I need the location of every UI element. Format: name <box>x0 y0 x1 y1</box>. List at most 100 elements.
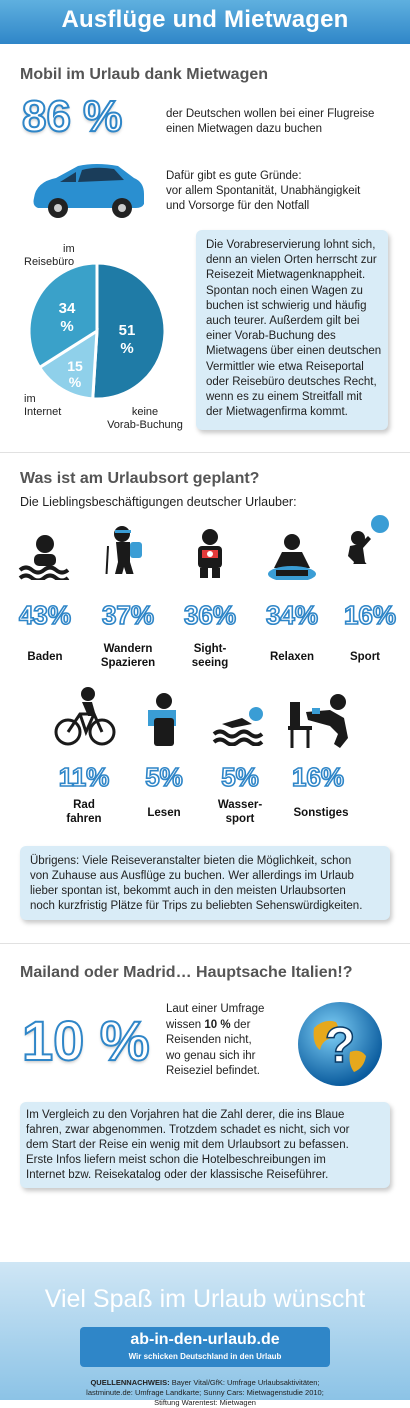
pct-radfahren: 11% <box>58 761 110 793</box>
label-sport-line: Sport <box>349 651 381 663</box>
sport-icon <box>348 515 389 564</box>
label-wassersport-line1: Wasser- <box>217 799 263 811</box>
brand-tagline: Wir schicken Deutschland in den Urlaub <box>128 1352 282 1361</box>
label-radfahren-line1: Rad <box>73 799 95 811</box>
pie-label-reisebuero-line1: im <box>63 243 75 255</box>
source-line2: lastminute.de: Umfrage Landkarte; Sunny … <box>86 1388 324 1397</box>
pie-value-51-unit: % <box>120 340 134 357</box>
label-wassersport: Wasser- sport <box>200 798 280 826</box>
stat-10-text: Laut einer Umfrage wissen 10 % der Reise… <box>166 1002 264 1080</box>
pie-label-keine-line2: Vorab-Buchung <box>107 419 183 431</box>
stat-10-percent: 10 % <box>21 1008 151 1073</box>
section-subtitle-activities: Die Lieblingsbeschäftigungen deutscher U… <box>20 495 297 509</box>
info1-line: oder Reisebüro deutsches Recht, <box>206 375 377 388</box>
reasons-line2: vor allem Spontanität, Unabhängigkeit <box>166 185 361 197</box>
divider <box>0 943 410 944</box>
pct-sonstiges: 16% <box>291 761 345 793</box>
label-sonstiges: Sonstiges <box>281 806 361 820</box>
info3-line: fahren, zwar abgenommen. Trotzdem schade… <box>26 1124 350 1136</box>
info1-line: denn an vielen Orten herrscht zur <box>206 254 377 267</box>
label-relaxen-line: Relaxen <box>269 651 315 663</box>
source-label: QUELLENNACHWEIS: <box>90 1378 170 1387</box>
page-title: Ausflüge und Mietwagen <box>61 6 349 33</box>
other-icon <box>288 694 348 748</box>
stat-10-line2-bold: 10 % <box>204 1018 231 1031</box>
reasons-line1: Dafür gibt es gute Gründe: <box>166 170 302 182</box>
source-notes: QUELLENNACHWEIS: Bayer Vital/GfK: Umfrag… <box>40 1378 370 1408</box>
label-lesen: Lesen <box>124 806 204 820</box>
pie-value-15-unit: % <box>68 374 82 390</box>
label-radfahren: Rad fahren <box>44 798 124 826</box>
brand-logo-text: ab-in-den-urlaub.de <box>130 1331 280 1348</box>
info1-line: wenn es zu einem Streitfall mit <box>206 391 362 404</box>
label-sightseeing: Sight- seeing <box>170 642 250 670</box>
section-title-italien: Mailand oder Madrid… Hauptsache Italien!… <box>20 964 353 981</box>
header-bar <box>0 0 410 44</box>
stat-10-line1: Laut einer Umfrage <box>166 1003 265 1015</box>
label-sonstiges-line: Sonstiges <box>293 807 349 819</box>
reader-icon <box>148 693 176 746</box>
reasons-line3: und Vorsorge für den Notfall <box>166 200 310 212</box>
pie-slice-2 <box>27 261 99 370</box>
section-title-mietwagen: Mobil im Urlaub dank Mietwagen <box>20 66 269 83</box>
label-wandern: Wandern Spazieren <box>88 642 168 670</box>
source-line3: Stiftung Warentest: Mietwagen <box>154 1398 256 1407</box>
info-box-vorab-text: Die Vorabreservierung lohnt sich, denn a… <box>206 238 382 420</box>
info-box-italien: Im Vergleich zu den Vorjahren hat die Za… <box>20 1102 390 1188</box>
info1-line: Spontan noch einen Wagen zu <box>206 284 363 297</box>
pie-value-15-num: 15 <box>67 358 83 374</box>
swimmer-icon <box>18 535 70 580</box>
pct-sightseeing: 36% <box>183 599 237 631</box>
relax-icon <box>268 534 316 580</box>
info3-line: dem Start der Reise ein wenig mit dem Ur… <box>26 1139 349 1151</box>
globe-question-icon: ? <box>298 1002 382 1086</box>
pie-label-keine: keine Vorab-Buchung <box>103 406 187 432</box>
stat-10-line2-post: der <box>230 1018 251 1031</box>
info1-line: der Mietwagenfirma kommt. <box>206 406 348 419</box>
stat-10-line3: Reisenden nicht, <box>166 1034 252 1046</box>
bicycle-icon <box>54 687 116 746</box>
pct-relaxen: 34% <box>265 599 319 631</box>
stat-10-line2: wissen 10 % der <box>166 1018 264 1034</box>
stat-10-line2-pre: wissen <box>166 1018 205 1031</box>
info2-line: von Zuhause aus Ausflüge zu buchen. Wer … <box>30 870 354 882</box>
pie-slice-0 <box>91 261 167 401</box>
label-wandern-line1: Wandern <box>103 643 153 655</box>
info2-line: lieber spontan ist, bekommt auch in den … <box>30 885 346 897</box>
pct-sport: 16% <box>343 599 397 631</box>
stat-86-line1: der Deutschen wollen bei einer Flugreise <box>166 108 375 120</box>
pie-label-internet-line2: Internet <box>24 406 62 418</box>
pie-label-internet-line1: im <box>24 393 36 405</box>
label-relaxen: Relaxen <box>252 650 332 664</box>
pie-label-keine-line1: keine <box>131 406 159 418</box>
info1-line: buchen ist schwierig und häufig <box>206 299 367 312</box>
info1-line: Mietwagens über einen deutschen <box>206 345 382 358</box>
pie-value-34: 34 % <box>54 300 80 336</box>
camera-icon <box>198 529 222 578</box>
divider <box>0 452 410 453</box>
stat-10-line4: wo genau sich ihr <box>166 1049 256 1062</box>
label-wassersport-line2: sport <box>225 813 255 825</box>
stat-86-percent: 86 % <box>21 91 123 142</box>
info3-line: Erste Infos liefern meist schon die Hote… <box>26 1154 326 1166</box>
label-radfahren-line2: fahren <box>66 813 102 825</box>
brand-logo[interactable] <box>80 1327 330 1367</box>
stat-86-line2: einen Mietwagen dazu buchen <box>166 123 323 135</box>
pie-value-34-unit: % <box>60 318 74 335</box>
info2-line: noch kurzfristig Plätze für Trips zu bel… <box>30 900 363 912</box>
info1-line: Vermittler wie etwa Reiseportal <box>206 360 364 373</box>
pie-value-15: 15 % <box>62 358 88 390</box>
info1-line: einer Vorab-Buchung des <box>206 330 336 343</box>
pie-label-reisebuero: im <box>63 243 75 256</box>
info1-line: Reisezeit Mietwagenknappheit. <box>206 269 366 282</box>
booking-pie-chart <box>27 261 167 401</box>
label-baden: Baden <box>5 650 85 664</box>
car-icon <box>33 164 144 218</box>
footer-title: Viel Spaß im Urlaub wünscht <box>44 1285 366 1313</box>
label-wandern-line2: Spazieren <box>100 657 156 669</box>
info3-line: Im Vergleich zu den Vorjahren hat die Za… <box>26 1109 345 1121</box>
pct-wandern: 37% <box>101 599 155 631</box>
hiker-icon <box>105 526 142 574</box>
info-box-vorabreservierung: Die Vorabreservierung lohnt sich, denn a… <box>196 230 388 430</box>
source-line1: Bayer Vital/GfK: Umfrage Urlaubsaktivitä… <box>171 1378 320 1387</box>
